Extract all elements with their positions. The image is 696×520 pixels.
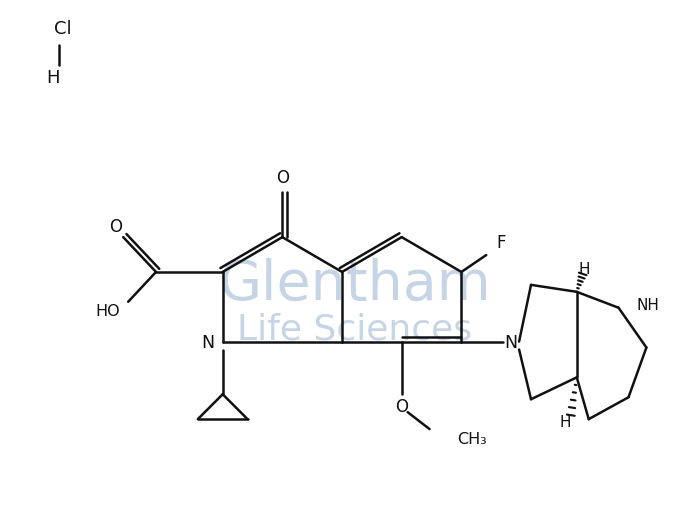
Text: N: N (505, 333, 518, 352)
Text: NH: NH (636, 298, 659, 313)
Text: H: H (579, 263, 590, 278)
Text: F: F (496, 234, 506, 252)
Text: HO: HO (95, 304, 120, 319)
Text: CH₃: CH₃ (457, 432, 487, 447)
Text: H: H (559, 414, 571, 430)
Text: O: O (276, 170, 289, 187)
Text: H: H (47, 69, 60, 87)
Text: N: N (202, 333, 214, 352)
Text: O: O (395, 398, 409, 416)
Text: O: O (109, 218, 122, 236)
Text: Glentham: Glentham (219, 258, 491, 312)
Text: Cl: Cl (54, 20, 71, 38)
Text: Life Sciences: Life Sciences (237, 313, 473, 347)
